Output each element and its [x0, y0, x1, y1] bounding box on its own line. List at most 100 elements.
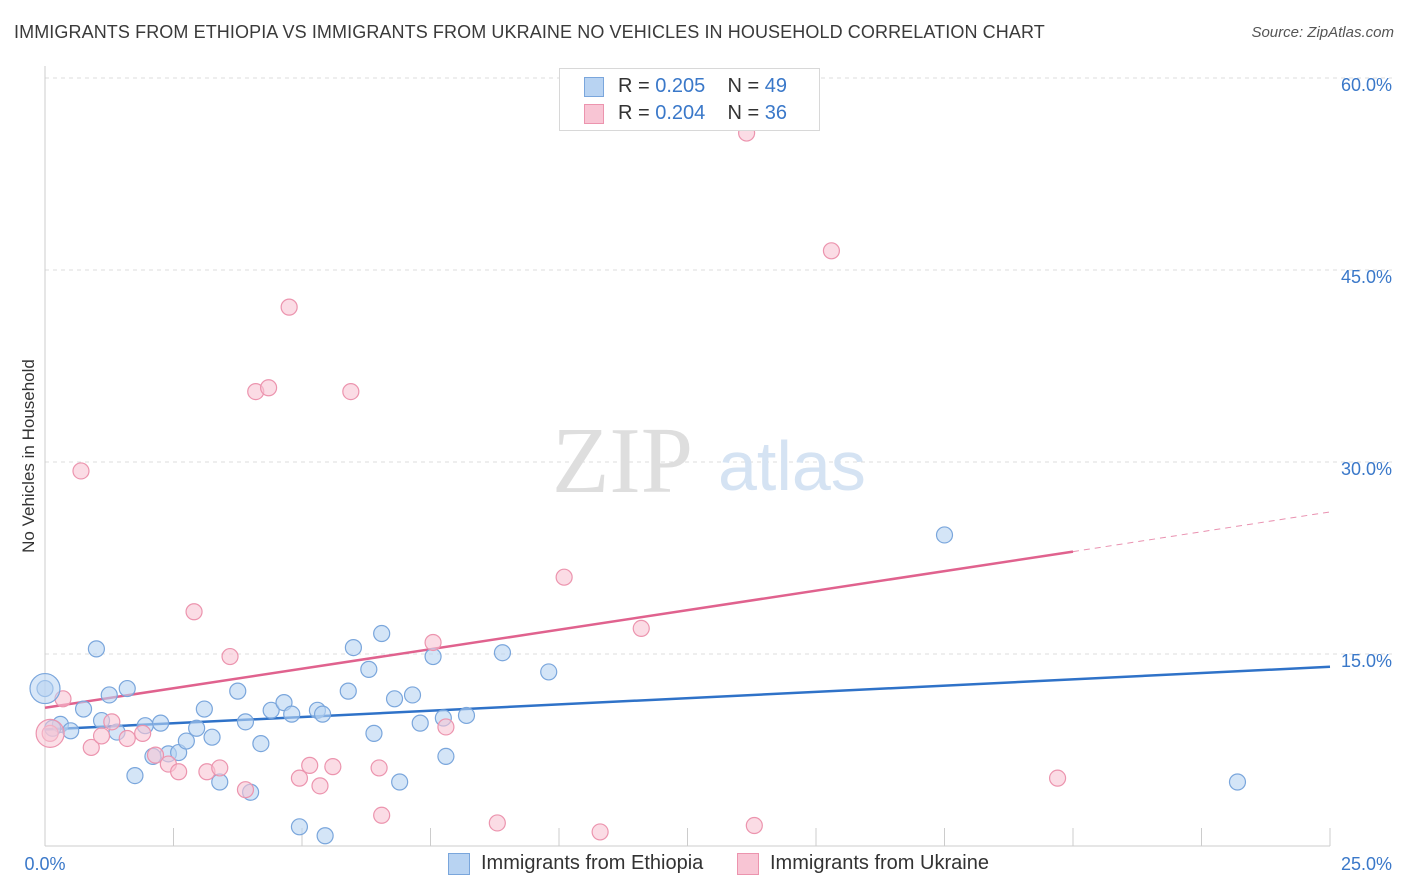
- watermark-zip: ZIP: [552, 409, 693, 513]
- data-points: [29, 124, 1247, 845]
- ukraine-point: [324, 758, 342, 776]
- ethiopia-point: [126, 766, 144, 785]
- ethiopia-point: [373, 624, 391, 643]
- ethiopia-point: [177, 732, 195, 750]
- ukraine-point: [259, 379, 278, 397]
- ethiopia-point: [1228, 773, 1247, 791]
- ethiopia-point: [493, 644, 512, 662]
- x-tick-label-min: 0.0%: [24, 854, 65, 874]
- bottom-legend-label-ukraine: Immigrants from Ukraine: [770, 852, 989, 874]
- ethiopia-point: [195, 700, 213, 718]
- ukraine-point: [290, 769, 309, 787]
- bottom-legend-swatch-ukraine: [737, 853, 759, 875]
- ukraine-point: [555, 568, 573, 586]
- ethiopia-point: [203, 728, 221, 746]
- ukraine-point: [370, 759, 388, 777]
- ethiopia-point: [313, 705, 332, 723]
- ukraine-point: [280, 298, 298, 316]
- ethiopia-point: [87, 640, 106, 658]
- ukraine-point: [211, 759, 229, 777]
- ukraine-point: [591, 823, 609, 841]
- watermark-atlas: atlas: [718, 427, 866, 505]
- ukraine-point: [236, 781, 255, 799]
- ukraine-point: [221, 647, 239, 666]
- legend-r-value: 0.204: [655, 102, 706, 124]
- ethiopia-point: [229, 682, 247, 700]
- ethiopia-trend-line: [44, 665, 1331, 731]
- ethiopia-point: [100, 686, 118, 704]
- legend-n-value: 49: [764, 75, 788, 97]
- ethiopia-point: [236, 713, 255, 731]
- ethiopia-point: [437, 747, 455, 766]
- ukraine-point: [342, 383, 360, 401]
- ukraine-point: [632, 619, 650, 638]
- ethiopia-point: [290, 818, 309, 836]
- y-tick-label: 30.0%: [1341, 459, 1392, 479]
- ethiopia-point: [118, 679, 136, 698]
- ukraine-point: [134, 724, 152, 742]
- ukraine-point: [72, 462, 90, 480]
- legend-n-label: N =: [727, 102, 760, 124]
- ukraine-point: [170, 763, 188, 781]
- ethiopia-point: [188, 719, 206, 737]
- ethiopia-point: [411, 714, 429, 732]
- ethiopia-point: [152, 714, 170, 732]
- legend-r-label: R =: [618, 75, 650, 97]
- ukraine-trend-extension: [1072, 511, 1331, 553]
- ukraine-point: [185, 603, 203, 621]
- legend-r-value: 0.205: [655, 75, 706, 97]
- axes: [44, 66, 1331, 847]
- ukraine-point: [82, 738, 100, 757]
- ethiopia-point: [74, 700, 93, 718]
- ukraine-point: [301, 756, 319, 774]
- ukraine-point: [92, 727, 111, 745]
- y-tick-label: 60.0%: [1341, 75, 1392, 95]
- y-tick-label: 15.0%: [1341, 651, 1392, 671]
- tick-labels: 15.0% 30.0% 45.0% 60.0% 0.0% 25.0%: [24, 75, 1392, 874]
- bottom-legend-label-ethiopia: Immigrants from Ethiopia: [481, 852, 704, 874]
- ethiopia-point: [339, 682, 357, 700]
- ukraine-point: [103, 713, 121, 731]
- ukraine-point: [146, 746, 165, 764]
- ethiopia-point: [62, 722, 80, 740]
- ethiopia-point: [457, 706, 476, 725]
- legend-swatch-ethiopia: [584, 77, 604, 97]
- legend: R = 0.205 N = 49 R = 0.204 N = 36: [559, 68, 820, 131]
- ethiopia-point: [262, 701, 280, 719]
- ukraine-point: [745, 816, 763, 835]
- legend-n-label: N =: [727, 75, 760, 97]
- ukraine-point: [1048, 769, 1067, 787]
- bottom-legend-swatch-ethiopia: [448, 853, 470, 875]
- trend-lines: [44, 511, 1331, 731]
- ethiopia-point: [316, 827, 334, 845]
- ethiopia-point: [935, 526, 954, 544]
- ukraine-point: [311, 777, 329, 795]
- legend-swatch-ukraine: [584, 104, 604, 124]
- ukraine-trend-line: [44, 550, 1074, 709]
- ukraine-point: [118, 729, 136, 748]
- ethiopia-point: [252, 734, 270, 753]
- ethiopia-point: [365, 724, 383, 742]
- ukraine-point: [822, 242, 841, 260]
- ethiopia-point: [283, 705, 301, 723]
- source-label: Source: ZipAtlas.com: [1251, 24, 1394, 41]
- ethiopia-point: [344, 638, 362, 657]
- ethiopia-point: [403, 686, 422, 704]
- ethiopia-point-large: [29, 672, 61, 705]
- grid-lines: [45, 77, 1392, 655]
- y-axis-label: No Vehicles in Household: [19, 359, 38, 553]
- ethiopia-point: [360, 660, 378, 678]
- ukraine-point: [488, 814, 506, 832]
- ukraine-point: [373, 806, 391, 824]
- ethiopia-point: [540, 663, 558, 681]
- ethiopia-point: [385, 690, 404, 708]
- legend-n-value: 36: [764, 102, 788, 124]
- y-tick-label: 45.0%: [1341, 267, 1392, 287]
- ukraine-point-large: [35, 718, 65, 748]
- ethiopia-point: [391, 773, 409, 791]
- ukraine-point: [437, 718, 455, 736]
- legend-r-label: R =: [618, 102, 650, 124]
- ukraine-point: [424, 633, 442, 652]
- chart-title: IMMIGRANTS FROM ETHIOPIA VS IMMIGRANTS F…: [14, 22, 1045, 42]
